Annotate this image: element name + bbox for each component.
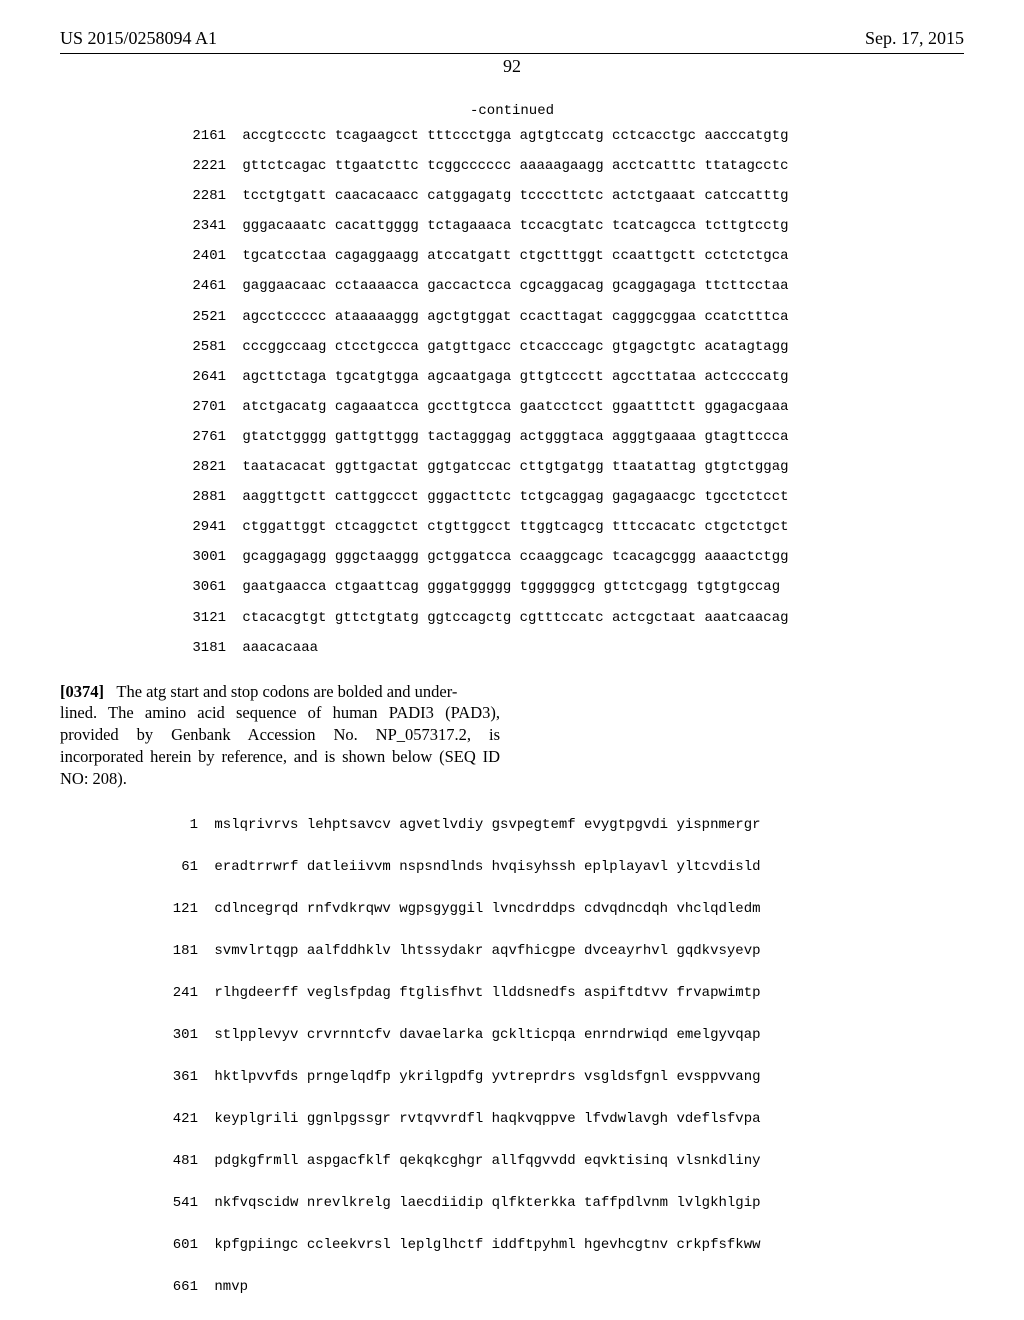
paragraph-refnum: [0374] [60, 682, 104, 701]
paragraph-0374: [0374] The atg start and stop codons are… [60, 681, 500, 790]
paragraph-text-2: lined. The amino acid sequence of human … [60, 703, 500, 787]
page-header: US 2015/0258094 A1 Sep. 17, 2015 [60, 28, 964, 49]
header-right: Sep. 17, 2015 [865, 28, 964, 49]
paragraph-text-1: The atg start and stop codons are bolded… [116, 682, 452, 701]
aa-sequence-block: 1 mslqrivrvs lehptsavcv agvetlvdiy gsvpe… [164, 804, 964, 1308]
continued-label: -continued [60, 103, 964, 119]
page-number: 92 [60, 56, 964, 77]
header-rule [60, 53, 964, 54]
dna-sequence-block: 2161 accgtccctc tcagaagcct tttccctgga ag… [186, 121, 964, 663]
header-left: US 2015/0258094 A1 [60, 28, 217, 49]
page-root: US 2015/0258094 A1 Sep. 17, 2015 92 -con… [0, 0, 1024, 1320]
